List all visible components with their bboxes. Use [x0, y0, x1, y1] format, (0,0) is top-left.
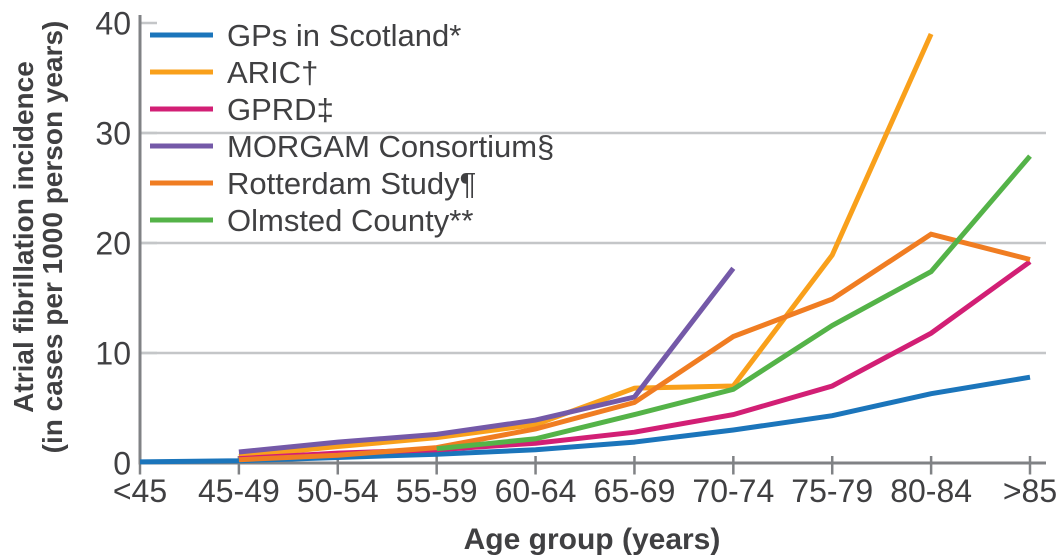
y-tick-label-20: 20	[95, 226, 131, 262]
series-line-5	[436, 154, 1032, 452]
x-tick-label-1: 45-49	[198, 473, 280, 509]
series-line-4	[238, 231, 1031, 463]
series-line-3	[238, 266, 736, 455]
x-tick-label-5: 65-69	[594, 473, 676, 509]
y-tick-label-40: 40	[95, 6, 131, 42]
x-tick-label-4: 60-64	[495, 473, 577, 509]
y-tick-label-30: 30	[95, 116, 131, 152]
x-tick-label-9: >85	[1003, 473, 1057, 509]
series-line-2	[238, 259, 1032, 462]
x-tick-label-0: <45	[113, 473, 167, 509]
x-tick-label-8: 80-84	[890, 473, 972, 509]
legend-label-1: ARIC†	[227, 55, 318, 90]
y-axis-title-line2: (in cases per 1000 person years)	[37, 21, 68, 454]
legend-label-4: Rotterdam Study¶	[227, 166, 476, 201]
x-tick-label-3: 55-59	[396, 473, 478, 509]
series-line-1	[238, 32, 934, 459]
y-tick-label-10: 10	[95, 336, 131, 372]
y-tick-label-0: 0	[113, 446, 131, 482]
legend-label-5: Olmsted County**	[227, 203, 473, 238]
x-tick-label-2: 50-54	[297, 473, 379, 509]
x-tick-label-6: 70-74	[692, 473, 774, 509]
y-axis-title-line1: Atrial fibrillation incidence	[8, 61, 39, 413]
x-tick-label-7: 75-79	[791, 473, 873, 509]
legend-label-3: MORGAM Consortium§	[227, 129, 554, 164]
legend-label-2: GPRD‡	[227, 92, 334, 127]
x-axis-title: Age group (years)	[464, 523, 721, 556]
legend-label-0: GPs in Scotland*	[227, 18, 461, 53]
